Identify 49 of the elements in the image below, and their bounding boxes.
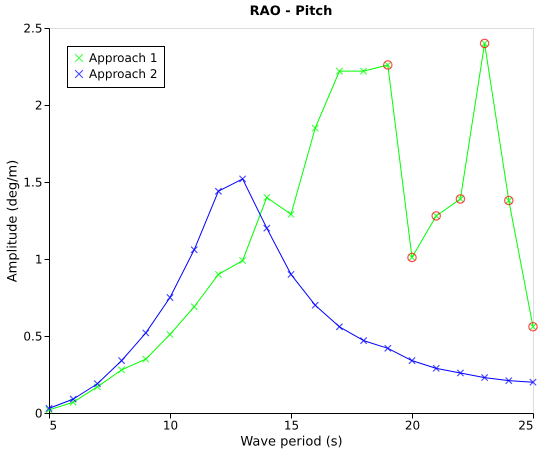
point: [69, 398, 77, 406]
point: [336, 67, 344, 75]
point: [336, 323, 344, 331]
y-tick-label: 1: [34, 252, 42, 266]
point: [94, 380, 102, 388]
point: [456, 369, 464, 377]
point: [311, 124, 319, 132]
point: [505, 376, 513, 384]
x-tick-label: 10: [162, 418, 178, 432]
point: [360, 336, 368, 344]
point: [118, 366, 126, 374]
y-tick-label: 0: [34, 406, 42, 420]
point: [287, 210, 295, 218]
x-tick-label: 25: [518, 418, 534, 432]
point: [214, 187, 222, 195]
point: [408, 356, 416, 364]
point: [190, 302, 198, 310]
point: [529, 378, 537, 386]
x-axis-title: Wave period (s): [240, 434, 343, 450]
point: [238, 256, 246, 264]
point: [238, 175, 246, 183]
point: [432, 364, 440, 372]
point: [142, 329, 150, 337]
x-tick-label: 20: [404, 418, 420, 432]
point: [384, 344, 392, 352]
legend-label: Approach 1: [89, 51, 158, 65]
chart-title: RAO - Pitch: [250, 4, 332, 19]
point: [69, 395, 77, 403]
point: [166, 330, 174, 338]
x-tick-label: 5: [50, 418, 58, 432]
legend-label: Approach 2: [89, 67, 158, 81]
point: [263, 224, 271, 232]
point: [190, 246, 198, 254]
y-axis-title: Amplitude (deg/m): [5, 160, 20, 282]
point: [287, 270, 295, 278]
point: [480, 374, 488, 382]
point: [360, 67, 368, 75]
point: [166, 294, 174, 302]
point: [118, 356, 126, 364]
y-tick-label: 0.5: [23, 330, 42, 344]
point: [263, 194, 271, 202]
point: [214, 270, 222, 278]
x-tick-label: 15: [284, 418, 300, 432]
point: [94, 383, 102, 391]
point: [142, 355, 150, 363]
y-tick-label: 2.5: [23, 22, 42, 36]
y-tick-label: 1.5: [23, 176, 42, 190]
y-tick-label: 2: [34, 98, 42, 112]
point: [311, 301, 319, 309]
